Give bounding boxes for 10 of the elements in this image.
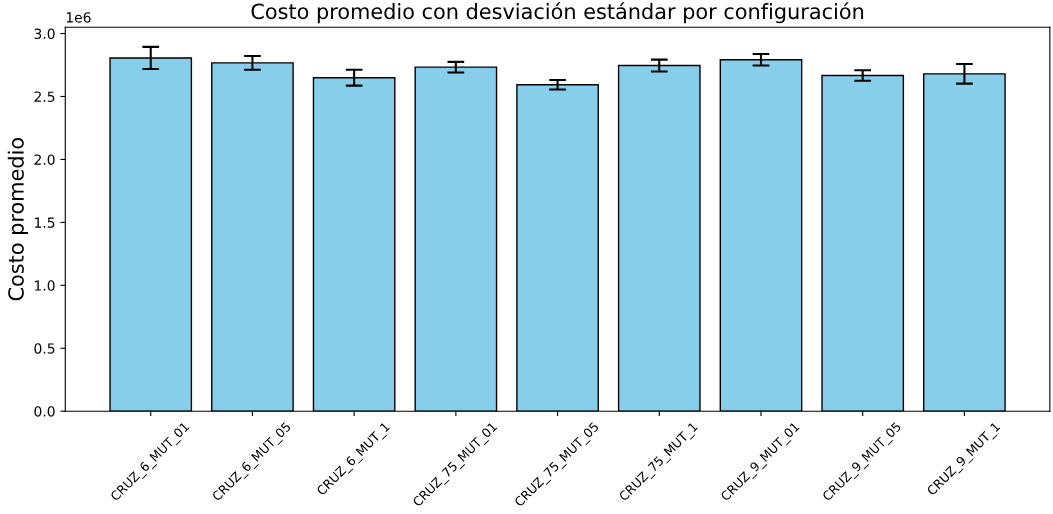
y-tick-label: 2.0 <box>34 154 55 165</box>
y-tick-label: 2.5 <box>34 91 55 102</box>
chart-title: Costo promedio con desviación estándar por configuración <box>251 2 864 24</box>
y-axis-title: Costo promedio <box>7 138 28 301</box>
y-tick-label: 0.0 <box>34 406 55 417</box>
y-tick-label: 3.0 <box>34 28 55 40</box>
y-tick-label: 0.5 <box>34 343 55 354</box>
text: 1e6 <box>66 12 91 23</box>
y-tick-label: 1.0 <box>35 280 55 291</box>
y-tick-label: 1.5 <box>35 217 55 228</box>
